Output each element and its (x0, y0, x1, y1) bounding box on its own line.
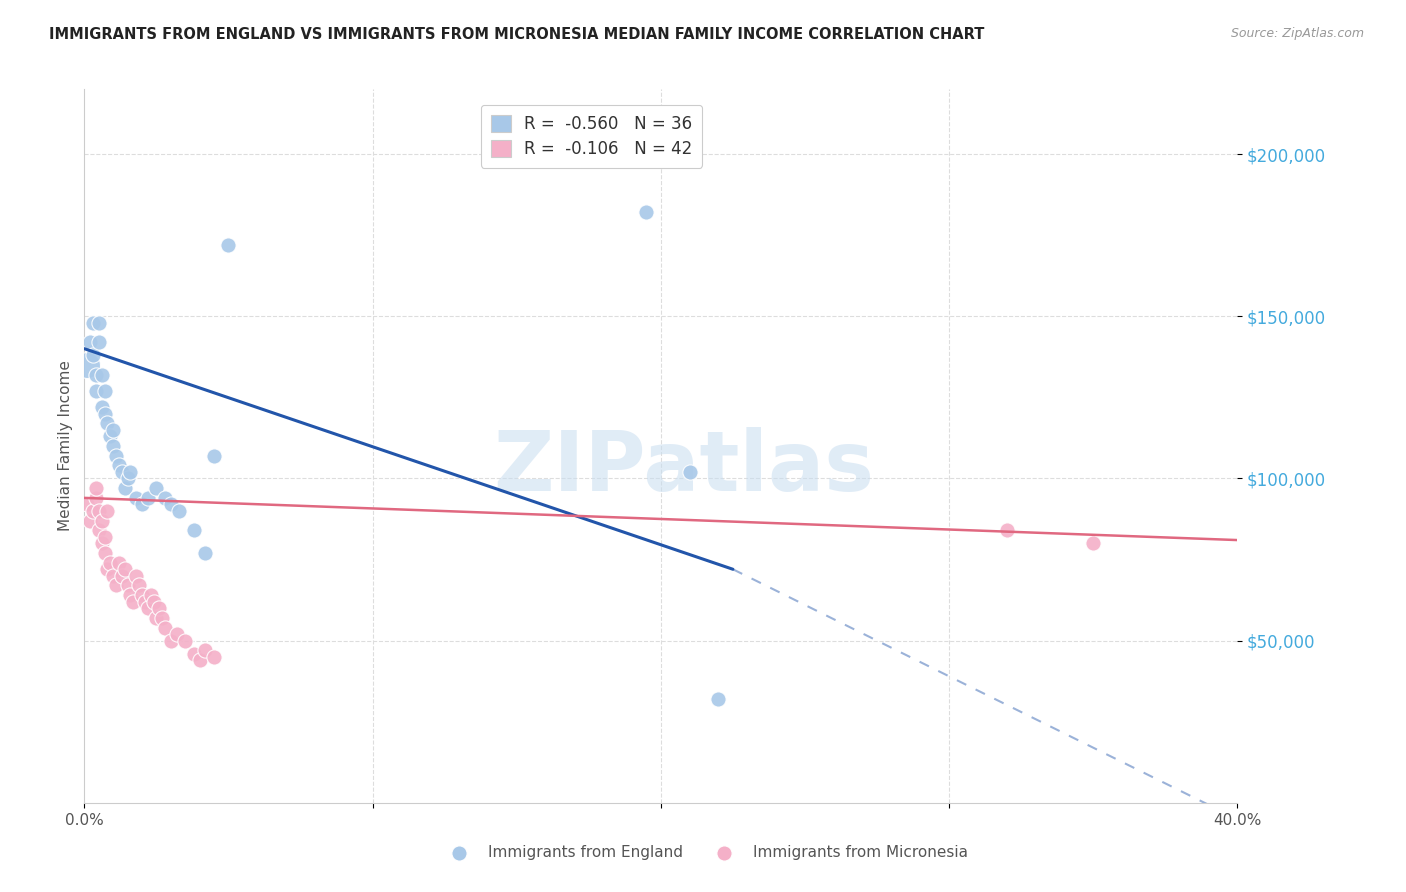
Text: Immigrants from Micronesia: Immigrants from Micronesia (754, 846, 969, 860)
Point (90, 400, 112, 414)
Point (79, 514, 101, 528)
Point (96, 417, 118, 431)
Point (98, 429, 121, 443)
Text: Source: ZipAtlas.com: Source: ZipAtlas.com (1230, 27, 1364, 40)
Point (183, 647, 205, 661)
Point (136, 601, 159, 615)
Point (128, 578, 150, 592)
Point (174, 633, 197, 648)
Point (84, 491, 107, 505)
Point (117, 578, 139, 592)
Point (194, 546, 217, 560)
Point (150, 611, 173, 625)
Point (76, 358, 98, 372)
Point (122, 595, 145, 609)
Text: Immigrants from England: Immigrants from England (488, 846, 683, 860)
Point (148, 601, 170, 615)
Point (93, 384, 115, 398)
Point (145, 481, 167, 495)
Point (142, 595, 165, 609)
Point (1083, 536, 1105, 550)
Point (131, 497, 153, 511)
Point (136, 491, 159, 505)
Point (87, 524, 110, 538)
Point (139, 588, 162, 602)
Text: ZIPatlas: ZIPatlas (494, 427, 875, 508)
Point (93, 407, 115, 421)
Point (82, 504, 104, 518)
Point (84, 368, 107, 382)
Point (96, 562, 118, 576)
Point (153, 491, 176, 505)
Point (111, 465, 134, 479)
Point (103, 568, 124, 582)
Point (218, 238, 240, 252)
Point (93, 530, 115, 544)
Point (103, 439, 124, 453)
Text: IMMIGRANTS FROM ENGLAND VS IMMIGRANTS FROM MICRONESIA MEDIAN FAMILY INCOME CORRE: IMMIGRANTS FROM ENGLAND VS IMMIGRANTS FR… (49, 27, 984, 42)
Point (108, 556, 131, 570)
Point (90, 368, 112, 382)
Point (87, 335, 110, 350)
Point (117, 471, 139, 485)
Point (169, 504, 191, 518)
Point (202, 649, 225, 664)
Point (111, 568, 134, 582)
Point (79, 335, 101, 350)
Point (166, 627, 188, 641)
Point (87, 316, 110, 330)
Point (153, 621, 176, 635)
Point (114, 562, 136, 576)
Point (114, 481, 136, 495)
Point (90, 536, 112, 550)
Point (995, 524, 1018, 538)
Point (84, 384, 107, 398)
Y-axis label: Median Family Income: Median Family Income (58, 360, 73, 532)
Point (87, 504, 110, 518)
Point (82, 348, 104, 362)
Point (160, 497, 183, 511)
Point (707, 692, 730, 706)
Point (120, 465, 142, 479)
Point (108, 458, 131, 473)
Point (188, 653, 211, 667)
Point (93, 546, 115, 560)
Point (103, 423, 124, 437)
Point (202, 449, 225, 463)
Point (160, 633, 183, 648)
Point (679, 465, 702, 479)
Point (636, 205, 658, 219)
Point (76, 497, 98, 511)
Point (131, 588, 153, 602)
Point (105, 449, 128, 463)
Point (1010, 796, 1032, 810)
Point (183, 524, 205, 538)
Point (105, 578, 128, 592)
Point (194, 643, 217, 657)
Point (98, 556, 121, 570)
Point (96, 504, 118, 518)
Point (125, 568, 148, 582)
Point (90, 514, 112, 528)
Point (84, 481, 107, 495)
Point (120, 588, 142, 602)
Point (82, 316, 104, 330)
Point (145, 611, 167, 625)
Point (125, 491, 148, 505)
Point (134, 595, 156, 609)
Legend: R =  -0.560   N = 36, R =  -0.106   N = 42: R = -0.560 N = 36, R = -0.106 N = 42 (481, 104, 703, 168)
